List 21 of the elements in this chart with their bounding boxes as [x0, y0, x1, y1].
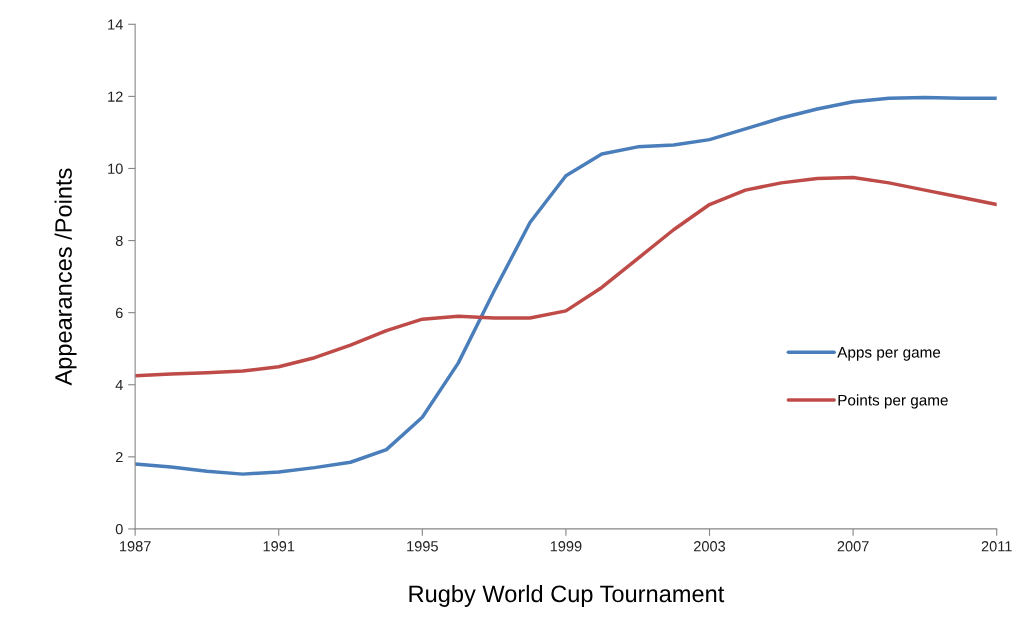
y-tick-label: 6	[115, 307, 123, 319]
x-tick-label: 2007	[837, 541, 869, 552]
x-tick-label: 1995	[407, 541, 438, 552]
y-tick-label: 2	[115, 451, 123, 463]
line-series	[135, 95, 997, 476]
x-axis-title: Rugby World Cup Tournament	[409, 584, 725, 607]
x-tick-label: 1999	[550, 541, 582, 552]
y-tick-label: 0	[115, 524, 123, 535]
line-series	[135, 175, 997, 378]
legend-label: Points per game	[838, 394, 948, 409]
y-tick-label: 10	[108, 163, 123, 174]
legend-label: Apps per game	[837, 347, 941, 361]
x-tick-label: 1991	[263, 541, 295, 552]
y-tick-label: 14	[108, 19, 123, 30]
y-tick-label: 8	[115, 235, 123, 246]
x-tick-label: 2011	[981, 541, 1012, 552]
y-tick-label: 4	[115, 380, 123, 391]
x-tick-label: 2003	[694, 541, 726, 552]
y-tick-label: 12	[108, 91, 123, 102]
y-axis-title: Appearances /Points	[54, 168, 77, 386]
x-tick-label: 1987	[120, 541, 151, 552]
